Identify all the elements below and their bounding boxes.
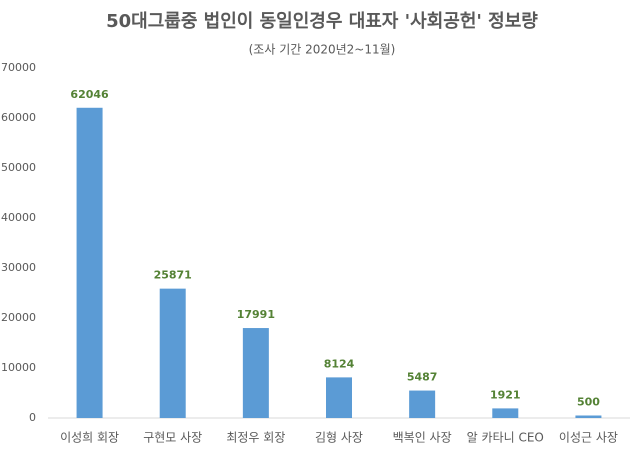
value-label: 25871: [154, 269, 192, 282]
y-tick-label: 20000: [1, 311, 36, 324]
bar: [159, 288, 186, 418]
bar: [242, 328, 269, 418]
value-label: 5487: [407, 371, 438, 384]
value-label: 500: [577, 396, 600, 409]
value-label: 62046: [70, 88, 109, 101]
bar: [76, 107, 103, 419]
x-tick-label: 백복인 사장: [393, 431, 452, 445]
bar: [409, 390, 436, 418]
x-tick-label: 최정우 회장: [226, 431, 285, 445]
x-tick-label: 이성희 회장: [60, 431, 119, 445]
x-tick-label: 구현모 사장: [143, 431, 202, 445]
y-tick-label: 50000: [1, 161, 36, 174]
x-tick-label: 이성근 사장: [559, 431, 618, 445]
chart-title: 50대그룹중 법인이 동일인경우 대표자 '사회공헌' 정보량: [106, 11, 538, 32]
y-tick-label: 10000: [1, 361, 36, 374]
y-tick-label: 40000: [1, 211, 36, 224]
y-tick-label: 30000: [1, 261, 36, 274]
y-tick-label: 60000: [1, 111, 36, 124]
chart-subtitle: (조사 기간 2020년2~11월): [249, 43, 396, 57]
y-tick-label: 70000: [1, 61, 36, 74]
y-tick-label: 0: [29, 411, 36, 424]
bar: [575, 415, 602, 418]
x-tick-label: 김형 사장: [315, 431, 363, 445]
value-label: 17991: [237, 308, 275, 321]
bar: [492, 408, 519, 418]
x-tick-label: 알 카타니 CEO: [467, 431, 544, 445]
value-label: 8124: [324, 357, 355, 370]
bar: [326, 377, 352, 418]
value-label: 1921: [490, 388, 521, 401]
